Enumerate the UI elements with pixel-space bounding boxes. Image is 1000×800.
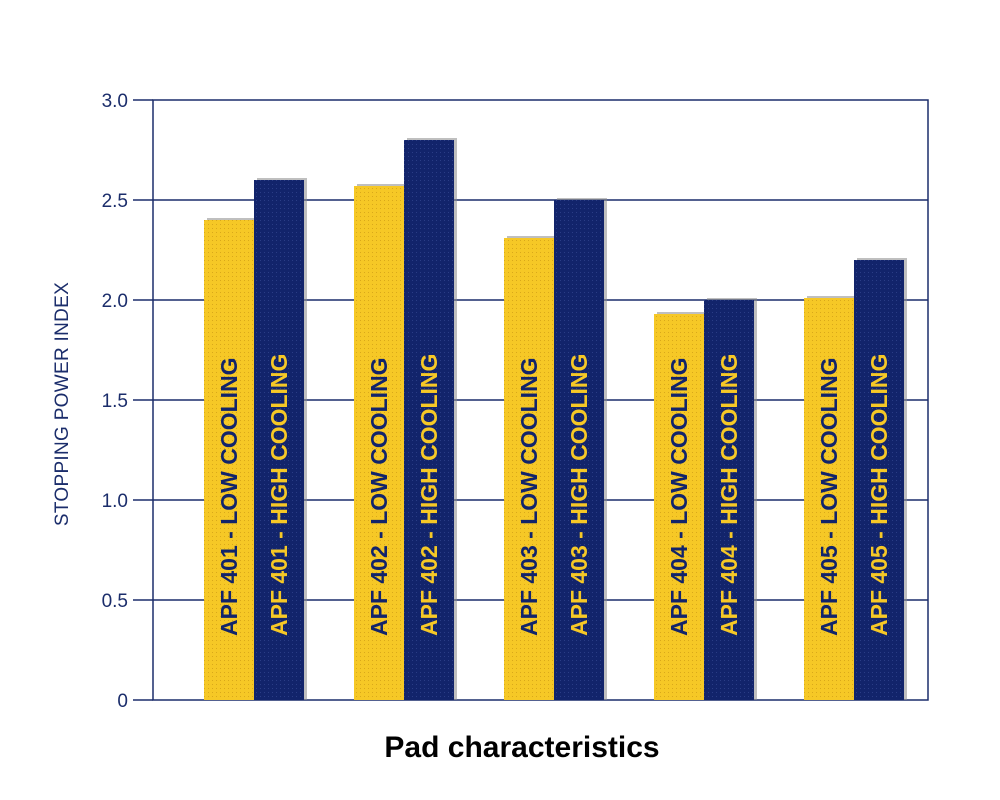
y-tick-label: 1.5 xyxy=(102,391,128,412)
bar-label: APF 404 - LOW COOLING xyxy=(666,357,692,636)
y-tick-label: 0 xyxy=(117,691,128,712)
bar-label: APF 402 - LOW COOLING xyxy=(366,357,392,636)
bar-low-cooling xyxy=(504,238,554,700)
bar-label: APF 401 - HIGH COOLING xyxy=(266,354,292,636)
bar-low-cooling xyxy=(204,220,254,700)
y-tick-label: 3.0 xyxy=(102,91,128,112)
bar-high-cooling xyxy=(854,260,904,700)
bar-label: APF 403 - HIGH COOLING xyxy=(566,354,592,636)
y-tick-label: 1.0 xyxy=(102,491,128,512)
y-tick-label: 0.5 xyxy=(102,591,128,612)
bar-label: APF 403 - LOW COOLING xyxy=(516,357,542,636)
y-tick-label: 2.5 xyxy=(102,191,128,212)
bar-high-cooling xyxy=(704,300,754,700)
bar-low-cooling xyxy=(654,314,704,700)
y-tick-label: 2.0 xyxy=(102,291,128,312)
bar-high-cooling xyxy=(254,180,304,700)
bar-label: APF 404 - HIGH COOLING xyxy=(716,354,742,636)
bar-label: APF 401 - LOW COOLING xyxy=(216,357,242,636)
bar-high-cooling xyxy=(554,200,604,700)
y-axis-label: STOPPING POWER INDEX xyxy=(52,282,73,526)
bars: APF 401 - LOW COOLING APF 401 - HIGH COOL… xyxy=(204,138,907,700)
bar-low-cooling xyxy=(354,186,404,700)
x-axis-label: Pad characteristics xyxy=(384,731,659,764)
bar-low-cooling xyxy=(804,298,854,700)
y-axis-ticks: 0 0.5 1.0 1.5 2.0 2.5 3.0 xyxy=(102,91,153,712)
bar-label: APF 402 - HIGH COOLING xyxy=(416,354,442,636)
bar-high-cooling xyxy=(404,140,454,700)
bar-label: APF 405 - LOW COOLING xyxy=(816,357,842,636)
bar-label: APF 405 - HIGH COOLING xyxy=(866,354,892,636)
